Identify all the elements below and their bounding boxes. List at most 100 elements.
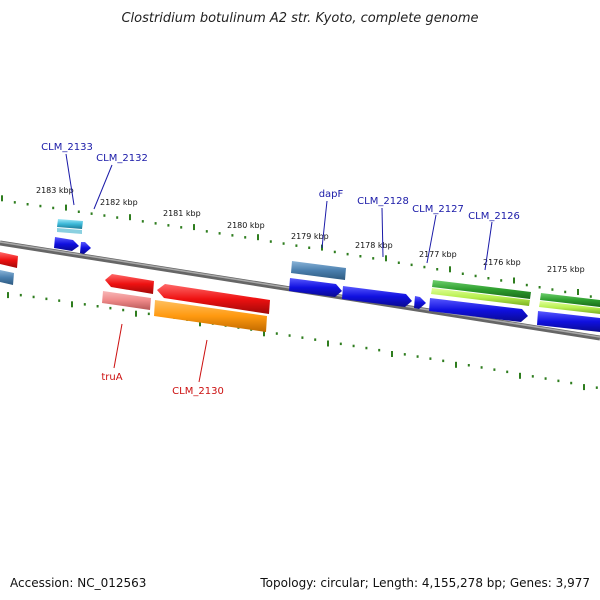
tick-minor	[564, 290, 567, 294]
gene-red-large[interactable]	[157, 284, 270, 314]
tick-minor	[525, 283, 528, 287]
leader-clm-2126	[484, 221, 493, 271]
tick-label-2181: 2181 kbp	[163, 209, 201, 218]
label-trua[interactable]: truA	[101, 372, 122, 383]
gene-red-small[interactable]	[105, 274, 154, 294]
forward-genes	[54, 219, 600, 332]
gene-red-left-edge[interactable]	[0, 252, 18, 268]
tick-minor	[45, 297, 48, 301]
tick-labels: 2183 kbp 2182 kbp 2181 kbp 2180 kbp 2179…	[36, 186, 585, 274]
tick-minor	[557, 379, 560, 383]
tick-minor	[77, 210, 80, 213]
gene-blue-3[interactable]	[414, 296, 426, 309]
tick-minor	[410, 263, 413, 267]
label-clm-2127[interactable]: CLM_2127	[412, 204, 464, 215]
gene-blue-2[interactable]	[289, 278, 342, 297]
tick-minor	[269, 240, 272, 243]
gene-blue-1[interactable]	[54, 237, 79, 251]
label-dapf[interactable]: dapF	[319, 189, 344, 200]
tick-major	[327, 340, 329, 347]
reverse-genes	[102, 274, 270, 332]
tick-minor	[589, 295, 592, 298]
tick-minor	[544, 377, 547, 380]
tick-label-2177: 2177 kbp	[419, 250, 457, 259]
leader-clm-2130	[198, 339, 208, 383]
label-leaders	[65, 153, 493, 383]
tick-minor	[551, 288, 554, 291]
tick-minor	[141, 220, 144, 223]
tick-major	[391, 351, 393, 357]
tick-minor	[96, 305, 99, 308]
tick-minor	[301, 336, 304, 339]
genome-summary-text: Topology: circular; Length: 4,155,278 bp…	[259, 576, 590, 590]
tick-minor	[506, 370, 509, 374]
tick-minor	[244, 236, 247, 239]
tick-major	[193, 224, 195, 231]
gene-trua[interactable]	[102, 291, 151, 310]
tick-major	[65, 204, 67, 211]
tick-minor	[32, 295, 35, 299]
gene-clm-2127[interactable]	[429, 298, 528, 322]
label-clm-2128[interactable]: CLM_2128	[357, 196, 409, 207]
tick-major	[263, 330, 265, 337]
tick-minor	[109, 306, 112, 310]
tick-minor	[500, 279, 503, 282]
tick-minor	[58, 299, 61, 302]
tick-minor	[282, 242, 285, 245]
tick-minor	[180, 226, 183, 229]
tick-minor	[346, 252, 349, 256]
tick-major	[135, 310, 137, 317]
gene-labels: CLM_2133 CLM_2132 dapF CLM_2128 CLM_2127…	[41, 142, 520, 397]
gene-clm-2133[interactable]	[57, 219, 83, 229]
gene-clm-2130[interactable]	[154, 300, 267, 332]
gene-steel-left-edge[interactable]	[0, 270, 14, 285]
tick-minor	[352, 344, 355, 348]
label-clm-2130[interactable]: CLM_2130	[172, 386, 224, 397]
leader-dapf	[321, 200, 328, 249]
label-clm-2133[interactable]: CLM_2133	[41, 142, 93, 153]
tick-label-2178: 2178 kbp	[355, 241, 393, 250]
tick-major	[7, 292, 9, 299]
gene-clm-2128[interactable]	[342, 286, 412, 307]
tick-minor	[461, 272, 464, 275]
gene-dapf[interactable]	[291, 261, 346, 280]
tick-major	[513, 277, 515, 284]
gene-clm-2126-lime	[431, 288, 530, 306]
gene-green-right[interactable]	[540, 293, 600, 307]
leader-trua	[113, 323, 123, 369]
label-clm-2132[interactable]: CLM_2132	[96, 153, 148, 164]
tick-minor	[19, 293, 22, 297]
tick-minor	[39, 204, 42, 208]
tick-minor	[147, 312, 150, 316]
gene-blue-4[interactable]	[537, 311, 600, 332]
tick-label-2179: 2179 kbp	[291, 232, 329, 241]
tick-minor	[531, 375, 534, 378]
gene-lime-right	[539, 301, 600, 314]
tick-minor	[314, 338, 317, 341]
tick-major	[583, 384, 585, 391]
tick-minor	[218, 232, 221, 235]
tick-minor	[103, 214, 106, 217]
leader-clm-2128	[381, 207, 384, 258]
tick-minor	[487, 277, 490, 280]
leader-clm-2127	[426, 214, 437, 264]
leader-clm-2132	[93, 164, 113, 210]
tick-minor	[493, 368, 496, 371]
tick-minor	[13, 201, 16, 204]
tick-label-2175: 2175 kbp	[547, 265, 585, 274]
tick-minor	[359, 255, 362, 258]
gene-clm-2132[interactable]	[80, 242, 91, 254]
tick-minor	[83, 303, 86, 306]
tick-minor	[295, 244, 298, 247]
tick-minor	[231, 234, 234, 237]
label-clm-2126[interactable]: CLM_2126	[468, 211, 520, 222]
tick-minor	[474, 274, 477, 278]
tick-minor	[339, 342, 342, 346]
tick-label-2182: 2182 kbp	[100, 198, 138, 207]
tick-minor	[595, 386, 598, 389]
tick-minor	[205, 230, 208, 233]
gene-clm-2133-shadow	[57, 228, 82, 234]
tick-major	[577, 289, 579, 295]
gene-clm-2126[interactable]	[432, 280, 531, 299]
